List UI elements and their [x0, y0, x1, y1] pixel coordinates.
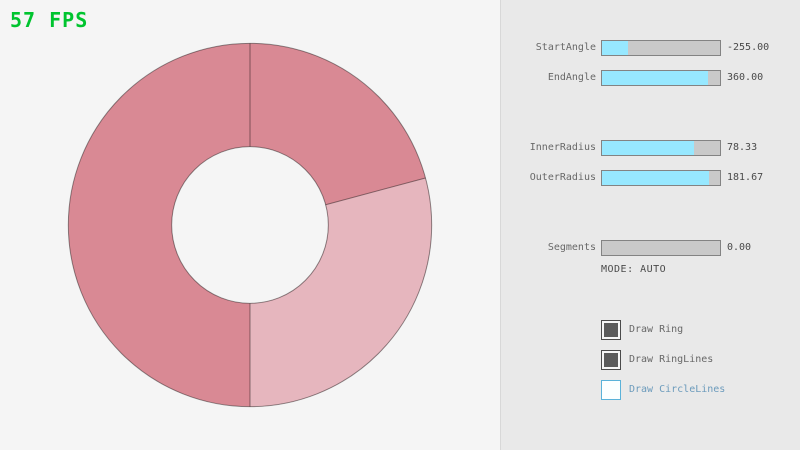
inner-radius-label: InnerRadius [529, 142, 596, 153]
inner-radius-row: InnerRadius 78.33 [501, 140, 800, 156]
end-angle-label: EndAngle [547, 72, 596, 83]
start-angle-row: StartAngle -255.00 [501, 40, 800, 56]
draw-ring-checkbox-label: Draw Ring [629, 324, 684, 335]
draw-circlelines-checkbox[interactable] [601, 380, 621, 400]
inner-radius-value: 78.33 [727, 142, 758, 153]
checkbox-check-mark [604, 323, 618, 337]
render-canvas: 57 FPS [10, 8, 433, 408]
start-angle-slider[interactable] [601, 40, 721, 56]
draw-ringlines-checkbox[interactable] [601, 350, 621, 370]
inner-radius-slider[interactable] [601, 140, 721, 156]
outer-radius-label: OuterRadius [529, 172, 596, 183]
end-angle-row: EndAngle 360.00 [501, 70, 800, 86]
outer-radius-row: OuterRadius 181.67 [501, 170, 800, 186]
outer-radius-value: 181.67 [727, 172, 764, 183]
segments-row: Segments 0.00 [501, 240, 800, 256]
checkbox-check-mark [604, 353, 618, 367]
segments-value: 0.00 [727, 242, 752, 253]
fps-counter: 57 FPS [10, 8, 89, 32]
start-angle-value: -255.00 [727, 42, 770, 53]
end-angle-value: 360.00 [727, 72, 764, 83]
outer-radius-slider[interactable] [601, 170, 721, 186]
slider-fill [602, 41, 628, 55]
end-angle-slider[interactable] [601, 70, 721, 86]
controls-panel: StartAngle -255.00 EndAngle 360.00 Inner… [500, 0, 800, 450]
donut-ring-figure [67, 42, 433, 408]
start-angle-label: StartAngle [535, 42, 596, 53]
draw-ringlines-checkbox-label: Draw RingLines [629, 354, 714, 365]
slider-fill [602, 71, 709, 85]
segments-label: Segments [547, 242, 596, 253]
segments-slider[interactable] [601, 240, 721, 256]
mode-label: MODE: AUTO [601, 264, 667, 275]
draw-ring-checkbox[interactable] [601, 320, 621, 340]
draw-circlelines-checkbox-label: Draw CircleLines [629, 384, 726, 395]
slider-fill [602, 141, 695, 155]
slider-fill [602, 171, 710, 185]
